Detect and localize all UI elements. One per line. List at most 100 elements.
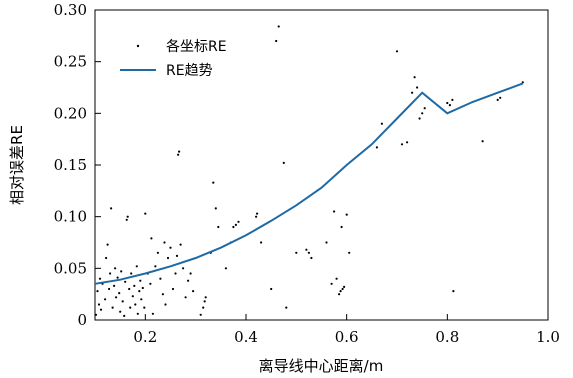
y-axis-title: 相对误差RE bbox=[8, 125, 26, 205]
scatter-point bbox=[202, 306, 205, 309]
scatter-point bbox=[94, 313, 98, 316]
scatter-point bbox=[113, 284, 116, 287]
scatter-point bbox=[106, 243, 109, 246]
scatter-point bbox=[418, 117, 421, 120]
scatter-point bbox=[138, 290, 141, 293]
scatter-point bbox=[96, 290, 99, 293]
y-tick-label: 0.30 bbox=[54, 1, 87, 19]
scatter-point bbox=[448, 104, 451, 107]
scatter-point bbox=[395, 50, 399, 53]
scatter-point bbox=[124, 280, 127, 283]
scatter-point bbox=[149, 282, 152, 285]
scatter-point bbox=[270, 287, 273, 291]
y-tick-label: 0.15 bbox=[54, 156, 87, 174]
scatter-point bbox=[400, 143, 404, 146]
scatter-point bbox=[343, 285, 346, 288]
scatter-point bbox=[119, 310, 122, 313]
scatter-point bbox=[105, 256, 108, 260]
scatter-point bbox=[237, 220, 240, 223]
scatter-point bbox=[380, 122, 383, 125]
scatter-point bbox=[496, 98, 499, 101]
scatter-point bbox=[333, 210, 336, 213]
scatter-point bbox=[275, 39, 278, 43]
scatter-point bbox=[184, 296, 187, 299]
scatter-point bbox=[179, 243, 182, 246]
scatter-point bbox=[128, 287, 131, 291]
scatter-point bbox=[123, 314, 126, 317]
scatter-point bbox=[187, 279, 190, 282]
scatter-point bbox=[335, 277, 338, 280]
scatter-point bbox=[295, 251, 298, 254]
scatter-point bbox=[189, 272, 192, 275]
scatter-point bbox=[150, 237, 153, 240]
scatter-point bbox=[133, 284, 136, 287]
scatter-point bbox=[375, 146, 378, 149]
scatter-point bbox=[340, 225, 343, 229]
legend-scatter-label: 各坐标RE bbox=[166, 39, 227, 55]
legend-scatter-marker bbox=[136, 44, 140, 48]
scatter-point bbox=[130, 272, 133, 275]
scatter-point bbox=[212, 181, 215, 184]
scatter-point bbox=[452, 290, 455, 293]
scatter-point bbox=[114, 267, 117, 270]
scatter-point bbox=[330, 282, 333, 285]
scatter-point bbox=[171, 287, 175, 291]
scatter-point bbox=[214, 207, 217, 210]
scatter-point bbox=[406, 141, 409, 144]
y-tick-label: 0 bbox=[77, 311, 87, 329]
scatter-point bbox=[224, 267, 227, 270]
scatter-point bbox=[163, 241, 166, 244]
scatter-point bbox=[285, 306, 288, 309]
scatter-point bbox=[204, 296, 207, 299]
scatter-point bbox=[143, 306, 146, 309]
y-tick-label: 0.20 bbox=[54, 104, 87, 122]
scatter-point bbox=[126, 215, 129, 218]
scatter-point bbox=[131, 295, 134, 298]
scatter-point bbox=[97, 303, 101, 306]
scatter-point bbox=[151, 312, 154, 315]
scatter-point bbox=[161, 293, 164, 296]
scatter-point bbox=[451, 98, 454, 101]
scatter-point bbox=[134, 303, 137, 306]
scatter-point bbox=[159, 277, 162, 280]
scatter-point bbox=[174, 272, 177, 275]
scatter-point bbox=[307, 251, 310, 254]
scatter-point bbox=[141, 286, 144, 290]
scatter-point bbox=[120, 270, 123, 273]
scatter-point bbox=[169, 246, 172, 249]
trend-line bbox=[94, 82, 524, 285]
scatter-point bbox=[115, 296, 118, 299]
scatter-point bbox=[109, 272, 112, 275]
scatter-point bbox=[481, 140, 484, 143]
scatter-point bbox=[310, 256, 313, 260]
x-tick-label: 0.2 bbox=[133, 328, 157, 346]
y-tick-label: 0.05 bbox=[54, 259, 87, 277]
scatter-point bbox=[110, 207, 113, 210]
legend-trend-label: RE趋势 bbox=[166, 63, 213, 79]
scatter-point bbox=[277, 25, 280, 28]
scatter-point bbox=[199, 313, 202, 316]
scatter-point bbox=[166, 256, 170, 260]
scatter-point bbox=[217, 225, 220, 229]
scatter-point bbox=[175, 254, 179, 257]
scatter-point bbox=[164, 303, 167, 306]
scatter-point bbox=[234, 223, 237, 226]
scatter-point bbox=[499, 96, 502, 99]
scatter-point bbox=[260, 241, 263, 244]
scatter-point bbox=[104, 298, 107, 301]
legend: 各坐标RE RE趋势 bbox=[120, 39, 227, 79]
x-tick-label: 0.6 bbox=[335, 328, 359, 346]
scatter-point bbox=[98, 277, 102, 280]
scatter-point bbox=[177, 153, 180, 156]
scatter-point bbox=[144, 212, 147, 215]
scatter-point bbox=[232, 225, 235, 229]
tick-group: 0.2 0.4 0.6 0.8 1.0 0 0.05 0.10 0.15 0.20 0.25 0.30 bbox=[54, 1, 560, 346]
y-tick-label: 0.10 bbox=[54, 208, 87, 226]
scatter-point bbox=[99, 308, 103, 311]
x-axis-title: 离导线中心距离/m bbox=[259, 357, 384, 375]
scatter-point bbox=[423, 107, 426, 110]
scatter-point bbox=[111, 306, 114, 309]
scatter-point bbox=[136, 312, 139, 315]
y-tick-label: 0.25 bbox=[54, 53, 87, 71]
